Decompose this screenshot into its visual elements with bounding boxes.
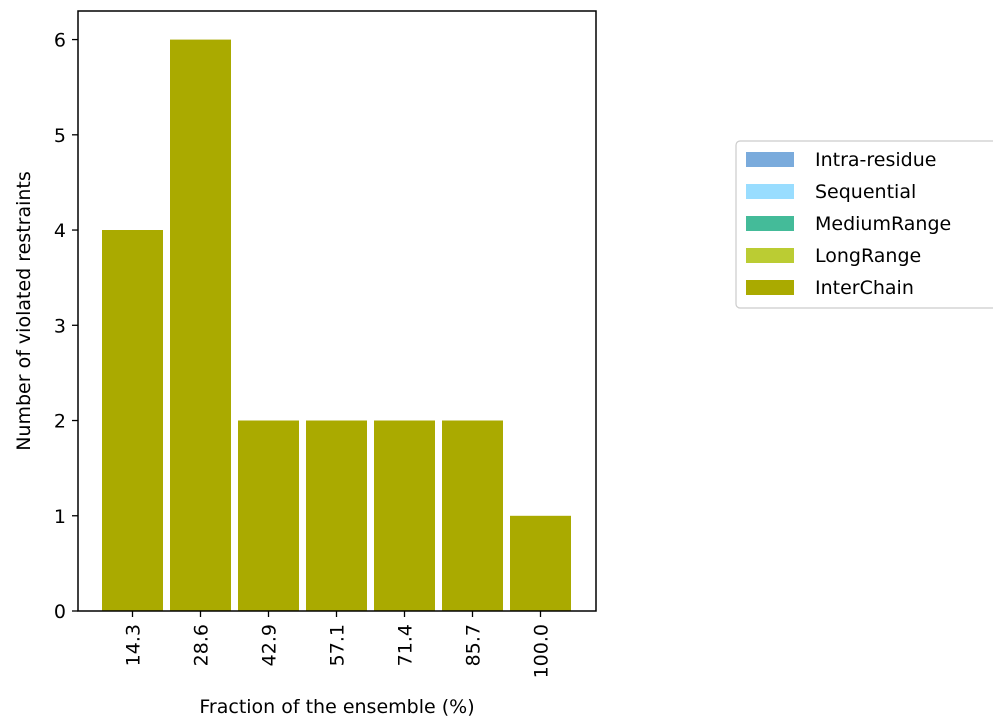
y-axis-label: Number of violated restraints bbox=[13, 171, 35, 451]
x-tick-label: 100.0 bbox=[531, 624, 553, 678]
x-tick-label: 14.3 bbox=[123, 624, 145, 666]
bar-interchain-57-1 bbox=[306, 420, 367, 611]
legend-swatch bbox=[746, 216, 794, 231]
bar-interchain-85-7 bbox=[442, 420, 503, 611]
bar-interchain-42-9 bbox=[238, 420, 299, 611]
legend-label: InterChain bbox=[815, 277, 914, 299]
y-tick-label: 5 bbox=[54, 125, 66, 147]
legend-label: Sequential bbox=[815, 181, 916, 203]
bar-interchain-100-0 bbox=[510, 515, 571, 611]
y-tick-label: 1 bbox=[54, 506, 66, 528]
legend-swatch bbox=[746, 184, 794, 199]
bar-interchain-71-4 bbox=[374, 420, 435, 611]
x-tick-label: 42.9 bbox=[259, 624, 281, 666]
x-tick-label: 71.4 bbox=[395, 624, 417, 666]
y-tick-label: 4 bbox=[54, 220, 66, 242]
x-axis: 14.3 28.6 42.9 57.1 71.4 85.7 100.0 bbox=[123, 611, 553, 678]
x-axis-label: Fraction of the ensemble (%) bbox=[199, 696, 474, 717]
legend-swatch bbox=[746, 280, 794, 295]
legend-swatch bbox=[746, 248, 794, 263]
y-tick-label: 3 bbox=[54, 315, 66, 337]
y-tick-label: 0 bbox=[54, 601, 66, 623]
bars-group bbox=[102, 39, 571, 612]
bar-interchain-28-6 bbox=[170, 39, 231, 612]
x-tick-label: 57.1 bbox=[327, 624, 349, 666]
legend: Intra-residue Sequential MediumRange LongRa… bbox=[735, 140, 993, 309]
legend-label: MediumRange bbox=[815, 213, 951, 235]
legend-frame bbox=[735, 140, 993, 309]
x-tick-label: 85.7 bbox=[463, 624, 485, 666]
bar-interchain-14-3 bbox=[102, 230, 163, 611]
y-tick-label: 2 bbox=[54, 411, 66, 433]
legend-label: Intra-residue bbox=[815, 149, 936, 171]
legend-label: LongRange bbox=[815, 245, 921, 267]
x-tick-label: 28.6 bbox=[191, 624, 213, 666]
y-tick-label: 6 bbox=[54, 30, 66, 52]
y-axis: 0 1 2 3 4 5 6 bbox=[54, 30, 78, 623]
legend-swatch bbox=[746, 152, 794, 167]
